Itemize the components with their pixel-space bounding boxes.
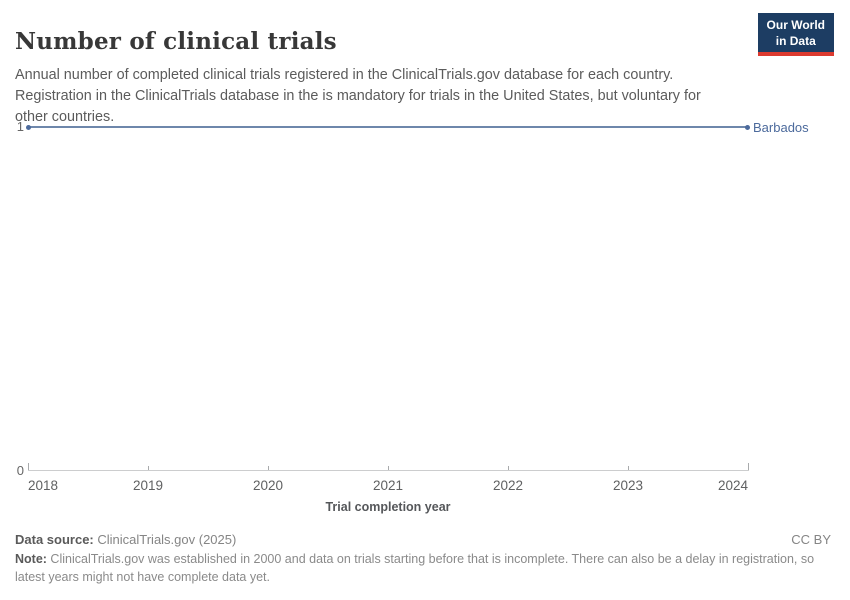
owid-logo-line1: Our World [766, 18, 825, 32]
x-axis-tick [508, 466, 509, 470]
x-axis-line [28, 470, 749, 471]
entity-label-barbados[interactable]: Barbados [753, 120, 809, 135]
page-title: Number of clinical trials [15, 28, 337, 56]
license-link[interactable]: CC BY [791, 532, 831, 547]
chart-subtitle: Annual number of completed clinical tria… [15, 67, 701, 126]
x-tick-label-2024: 2024 [717, 478, 748, 493]
x-tick-label-2023: 2023 [612, 478, 644, 493]
y-tick-label-max: 1 [16, 119, 24, 134]
x-axis-tick [388, 466, 389, 470]
x-tick-label-2020: 2020 [252, 478, 284, 493]
owid-logo-line2: in Data [775, 33, 816, 48]
series-end-dot [745, 124, 750, 130]
data-source-value: ClinicalTrials.gov (2025) [93, 532, 237, 547]
x-axis-tick [148, 466, 149, 470]
note-text: ClinicalTrials.gov was established in 20… [15, 552, 815, 584]
data-source-line: Data source: ClinicalTrials.gov (2025) [15, 532, 236, 547]
x-axis-tick [748, 463, 749, 470]
owid-logo[interactable]: Our World in Data [757, 13, 834, 57]
series-start-dot [26, 124, 31, 130]
y-tick-label-min: 0 [16, 463, 24, 478]
series-line-barbados[interactable] [28, 126, 748, 128]
x-tick-label-2019: 2019 [132, 478, 164, 493]
x-axis-title: Trial completion year [325, 500, 451, 514]
x-axis-tick [268, 466, 269, 470]
footer-note: Note: ClinicalTrials.gov was established… [15, 551, 833, 587]
x-tick-label-2021: 2021 [372, 478, 404, 493]
data-source-label: Data source: [15, 532, 94, 547]
x-axis-tick [28, 463, 29, 470]
x-tick-label-2018: 2018 [28, 478, 59, 493]
note-label: Note: [15, 552, 47, 566]
x-tick-label-2022: 2022 [492, 478, 524, 493]
x-axis-tick [628, 466, 629, 470]
